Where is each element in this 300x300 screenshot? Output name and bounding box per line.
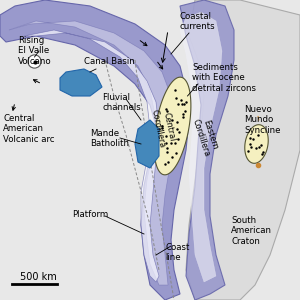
Text: Nuevo
Mundo
Syncline: Nuevo Mundo Syncline [244,105,281,135]
Circle shape [28,55,41,68]
Polygon shape [154,77,191,175]
Polygon shape [24,30,159,282]
Polygon shape [186,0,300,300]
Polygon shape [180,0,234,300]
Text: Platform: Platform [72,210,108,219]
Polygon shape [9,21,174,285]
Text: South
American
Craton: South American Craton [231,216,272,246]
Polygon shape [60,69,102,96]
Polygon shape [180,12,222,282]
Text: Mande
Batholith: Mande Batholith [90,129,129,148]
Text: Central
American
Volcanic arc: Central American Volcanic arc [3,114,55,144]
Text: Rising
El Valle
Volcano: Rising El Valle Volcano [18,36,52,66]
Text: Canal Basin: Canal Basin [84,57,135,66]
Text: Coastal
currents: Coastal currents [180,12,216,32]
Text: Central
Cordillera: Central Cordillera [150,106,177,149]
Text: Eastern
Cordillera: Eastern Cordillera [190,115,221,158]
Polygon shape [245,125,268,163]
Text: 500 km: 500 km [20,272,56,283]
Text: Sediments
with Eocene
detrital zircons: Sediments with Eocene detrital zircons [192,63,256,93]
Polygon shape [135,120,159,168]
Text: Fluvial
channels: Fluvial channels [102,93,141,112]
Polygon shape [0,0,189,300]
Text: Coast
line: Coast line [165,243,189,262]
